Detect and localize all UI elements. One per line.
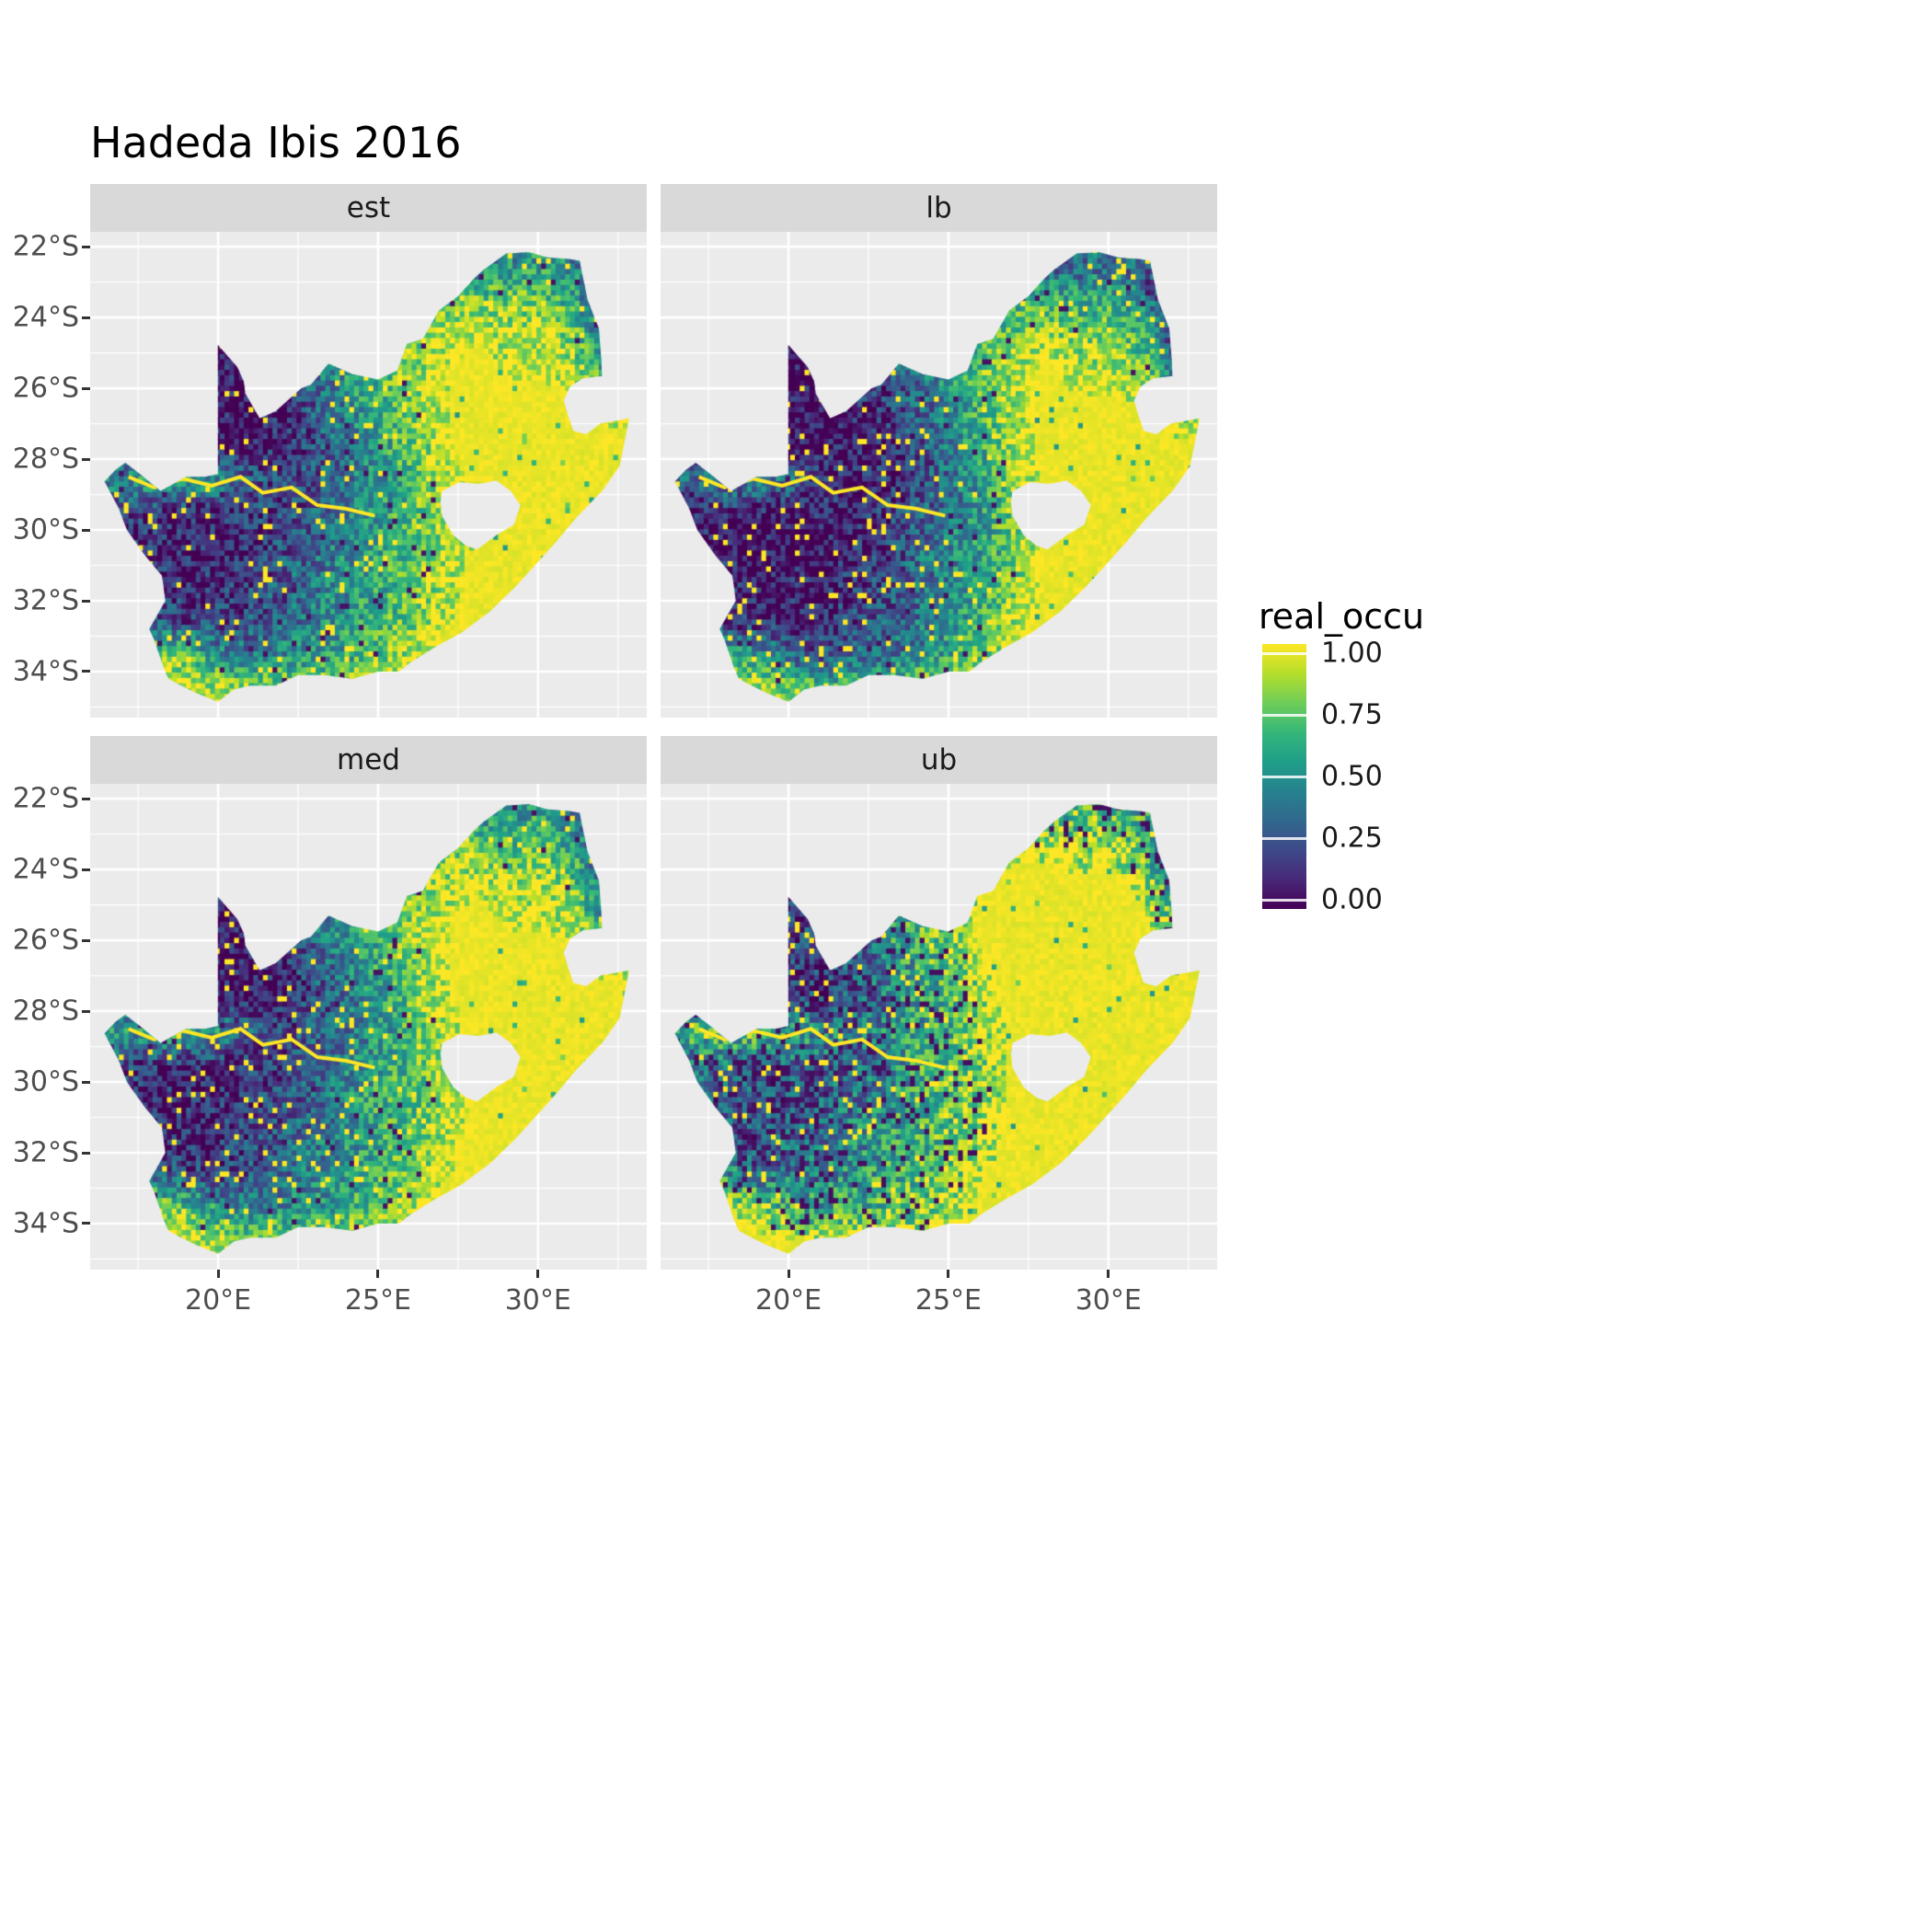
y-tick-label: 28°S: [12, 995, 79, 1028]
legend-tick-mark: [1262, 836, 1306, 840]
y-tick-label: 32°S: [12, 584, 79, 617]
legend-tick-label: 0.50: [1321, 760, 1383, 793]
legend-tick-mark: [1262, 651, 1306, 655]
x-tick-mark: [1107, 1270, 1110, 1278]
y-tick-label: 34°S: [12, 1207, 79, 1240]
x-tick-mark: [216, 1270, 220, 1278]
y-tick-mark: [82, 797, 90, 800]
y-tick-label: 22°S: [12, 230, 79, 263]
y-tick-mark: [82, 1009, 90, 1013]
x-tick-label: 30°E: [504, 1284, 571, 1317]
facet-strip-lb: lb: [661, 184, 1217, 232]
y-tick-label: 28°S: [12, 443, 79, 476]
facet-map-lb: [661, 232, 1217, 718]
facet-map-est: [90, 232, 647, 718]
y-tick-mark: [82, 599, 90, 603]
y-tick-mark: [82, 386, 90, 390]
y-tick-label: 24°S: [12, 301, 79, 334]
plot-title: Hadeda Ibis 2016: [90, 118, 462, 167]
y-tick-label: 32°S: [12, 1136, 79, 1169]
y-tick-label: 26°S: [12, 372, 79, 405]
facet-strip-med: med: [90, 736, 647, 784]
y-tick-mark: [82, 868, 90, 871]
y-tick-label: 22°S: [12, 782, 79, 815]
y-tick-mark: [82, 245, 90, 248]
x-tick-label: 20°E: [185, 1284, 252, 1317]
y-tick-label: 34°S: [12, 655, 79, 688]
legend-tick-mark: [1262, 898, 1306, 902]
y-tick-mark: [82, 316, 90, 319]
y-tick-mark: [82, 938, 90, 942]
y-tick-mark: [82, 457, 90, 461]
x-tick-label: 30°E: [1075, 1284, 1142, 1317]
facet-map-ub: [661, 784, 1217, 1270]
legend-tick-mark: [1262, 713, 1306, 717]
legend-tick-mark: [1262, 775, 1306, 778]
y-tick-label: 30°S: [12, 1065, 79, 1098]
y-tick-label: 26°S: [12, 924, 79, 957]
y-tick-label: 30°S: [12, 513, 79, 546]
x-tick-label: 25°E: [914, 1284, 982, 1317]
x-tick-mark: [536, 1270, 540, 1278]
y-tick-mark: [82, 1222, 90, 1225]
facet-strip-ub: ub: [661, 736, 1217, 784]
legend-tick-label: 0.75: [1321, 698, 1383, 731]
y-tick-mark: [82, 1151, 90, 1155]
facet-map-med: [90, 784, 647, 1270]
x-tick-mark: [787, 1270, 790, 1278]
y-tick-mark: [82, 528, 90, 532]
y-tick-label: 24°S: [12, 853, 79, 886]
legend-tick-label: 0.25: [1321, 822, 1383, 855]
legend-title: real_occu: [1259, 596, 1425, 637]
legend-tick-label: 1.00: [1321, 637, 1383, 670]
x-tick-label: 20°E: [755, 1284, 822, 1317]
legend-tick-label: 0.00: [1321, 883, 1383, 916]
facet-strip-est: est: [90, 184, 647, 232]
x-tick-mark: [376, 1270, 380, 1278]
y-tick-mark: [82, 1080, 90, 1084]
y-tick-mark: [82, 670, 90, 673]
x-tick-mark: [947, 1270, 950, 1278]
x-tick-label: 25°E: [344, 1284, 411, 1317]
